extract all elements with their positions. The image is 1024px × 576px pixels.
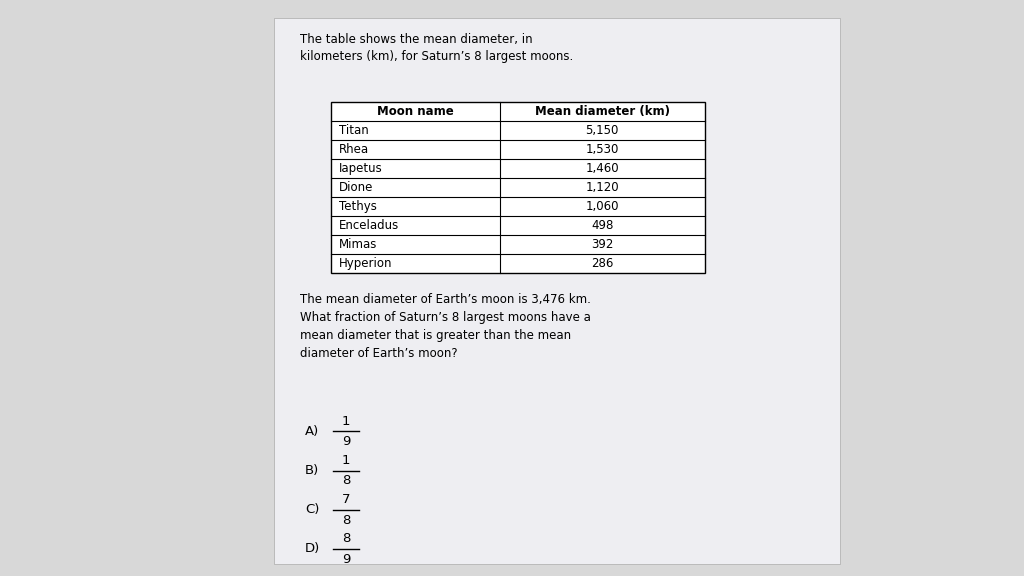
Text: 5,150: 5,150	[586, 124, 618, 137]
FancyBboxPatch shape	[331, 102, 705, 273]
Text: Iapetus: Iapetus	[339, 162, 383, 175]
Text: Mimas: Mimas	[339, 238, 377, 251]
Text: 8: 8	[342, 514, 350, 526]
Text: The table shows the mean diameter, in
kilometers (km), for Saturn’s 8 largest mo: The table shows the mean diameter, in ki…	[300, 33, 573, 63]
Text: 8: 8	[342, 532, 350, 545]
Text: 8: 8	[342, 475, 350, 487]
Text: 1,530: 1,530	[586, 143, 618, 156]
Text: Moon name: Moon name	[377, 105, 454, 118]
Text: 1,060: 1,060	[586, 200, 618, 213]
Text: 9: 9	[342, 435, 350, 448]
Text: D): D)	[305, 543, 321, 555]
Text: 286: 286	[591, 257, 613, 270]
Text: Hyperion: Hyperion	[339, 257, 392, 270]
Text: Rhea: Rhea	[339, 143, 369, 156]
Text: 392: 392	[591, 238, 613, 251]
Text: 7: 7	[342, 493, 350, 506]
Text: Tethys: Tethys	[339, 200, 377, 213]
Text: C): C)	[305, 503, 319, 516]
Text: The mean diameter of Earth’s moon is 3,476 km.
What fraction of Saturn’s 8 large: The mean diameter of Earth’s moon is 3,4…	[300, 293, 591, 360]
Text: A): A)	[305, 425, 319, 438]
Text: Titan: Titan	[339, 124, 369, 137]
Text: 1: 1	[342, 415, 350, 427]
FancyBboxPatch shape	[274, 18, 840, 564]
Text: B): B)	[305, 464, 319, 477]
Text: 9: 9	[342, 553, 350, 566]
Text: 1,120: 1,120	[586, 181, 618, 194]
Text: 1: 1	[342, 454, 350, 467]
Text: Dione: Dione	[339, 181, 374, 194]
Text: 1,460: 1,460	[586, 162, 618, 175]
Text: 498: 498	[591, 219, 613, 232]
Text: Mean diameter (km): Mean diameter (km)	[535, 105, 670, 118]
Text: Enceladus: Enceladus	[339, 219, 399, 232]
